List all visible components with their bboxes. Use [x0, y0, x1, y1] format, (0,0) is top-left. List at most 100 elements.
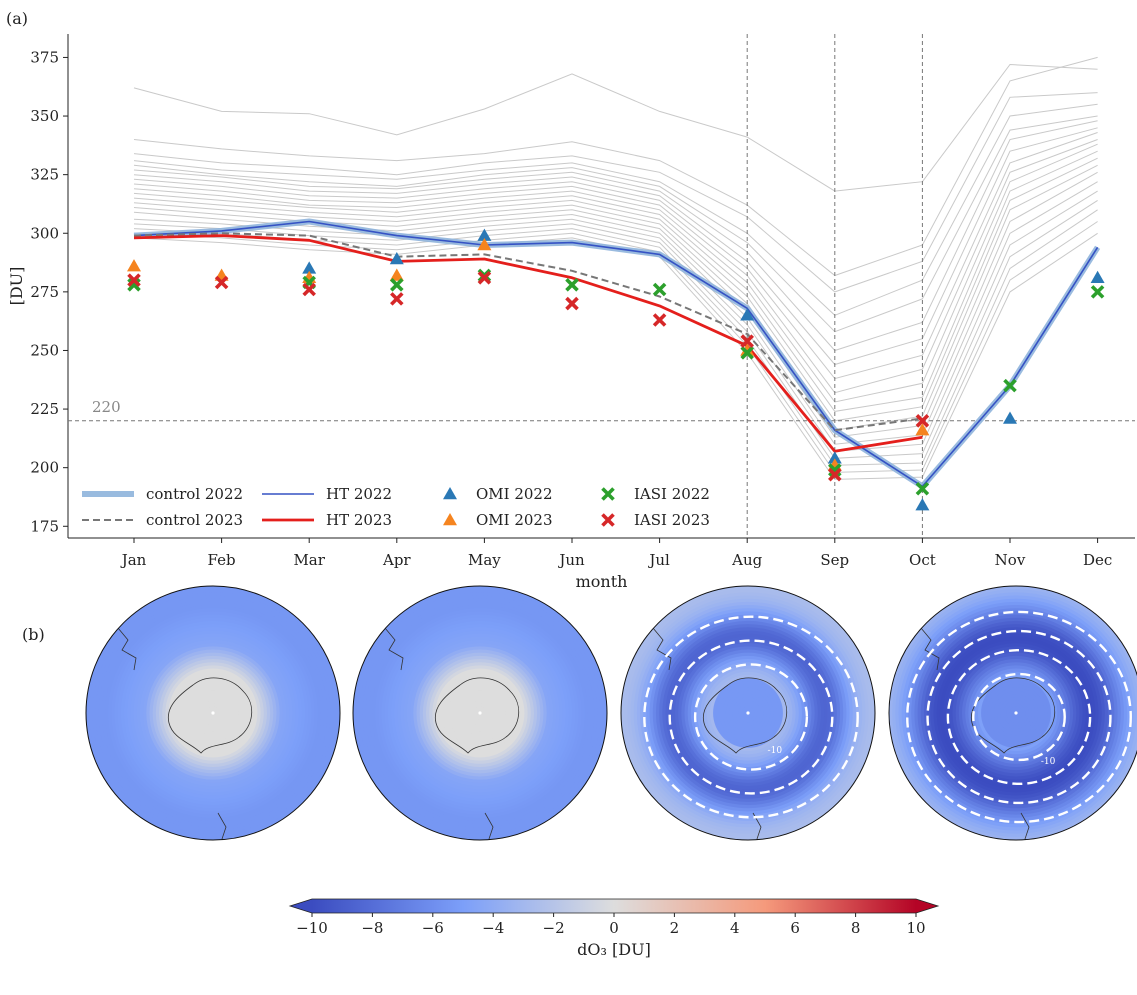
y-tick-label: 175	[30, 517, 59, 535]
ensemble-line	[133, 221, 1098, 473]
contour-line	[668, 639, 834, 795]
ensemble-line	[133, 171, 1098, 438]
marker-omi-2022	[740, 308, 755, 321]
marker-omi-2023	[477, 237, 492, 251]
x-tick-label: Nov	[995, 551, 1026, 569]
x-tick-label: Jun	[557, 551, 585, 569]
contour-label: -10	[768, 746, 783, 756]
marker-iasi-2023	[565, 296, 579, 311]
marker-iasi-2023	[828, 467, 842, 482]
line-chart: 175 200 225 250 275 300 325 350 375 Jan Feb Mar Apr M…	[7, 34, 1135, 591]
marker-iasi-2022	[915, 481, 930, 496]
marker-omi-2022	[477, 228, 492, 241]
marker-iasi-2022	[390, 278, 404, 292]
coastline	[217, 812, 233, 840]
continent-outline	[702, 677, 787, 754]
map-panels: 2022-082022-092023-08-102023-09-10	[85, 585, 1137, 841]
marker-iasi-2023	[390, 292, 404, 306]
colorbar-tick-label: −6	[422, 919, 444, 937]
marker-omi-2022	[827, 451, 842, 464]
marker-iasi-2022	[1003, 378, 1017, 393]
x-tick-label: Jul	[647, 551, 670, 569]
x-tick-label: Feb	[208, 551, 236, 569]
x-tick-label: May	[468, 551, 501, 569]
marker-iasi-2023	[127, 273, 141, 287]
y-tick-label: 200	[30, 459, 59, 477]
y-tick-label: 275	[30, 283, 59, 301]
colorbar-tick-label: 8	[851, 919, 861, 937]
colorbar: −10 −8 −6 −4 −2 0 2 4 6 8 10 dO₃ [DU]	[288, 898, 940, 959]
colorbar-tick-label: 4	[730, 919, 740, 937]
y-tick-label: 375	[30, 48, 59, 66]
colorbar-tick-label: −10	[296, 919, 328, 937]
map-field: -10	[889, 586, 1137, 840]
coastline	[652, 627, 672, 671]
coastline	[752, 812, 768, 840]
y-tick-label: 325	[30, 166, 59, 184]
pole-marker	[478, 711, 482, 715]
contour-line	[693, 663, 809, 771]
coastline	[1020, 812, 1036, 840]
ensemble-line	[133, 143, 1098, 403]
marker-iasi-2022	[565, 278, 579, 292]
ensemble-line	[133, 103, 1098, 316]
ensemble-line	[133, 63, 1098, 192]
ensemble-line	[133, 232, 1098, 480]
x-tick-label: Jan	[120, 551, 147, 569]
colorbar-extend-low	[290, 899, 312, 913]
marker-omi-2023	[389, 268, 404, 281]
colorbar-tick-label: −8	[361, 919, 383, 937]
ensemble-line	[133, 164, 1098, 431]
continent-outline	[434, 677, 519, 754]
colorbar-gradient	[312, 899, 916, 913]
y-tick-label: 225	[30, 400, 59, 418]
x-axis-label: month	[576, 572, 628, 591]
marker-iasi-2022	[652, 282, 667, 297]
legend-swatch	[443, 513, 457, 526]
marker-iasi-2022	[828, 463, 842, 477]
map-panel-2022-08: 2022-08	[85, 585, 341, 841]
coastline	[117, 627, 137, 671]
marker-iasi-2023	[915, 414, 930, 428]
panel-label-a: (a)	[6, 9, 28, 28]
contour-line	[643, 615, 859, 819]
map-field	[353, 586, 607, 840]
x-tick-label: Apr	[382, 551, 411, 569]
map-border	[352, 585, 608, 841]
map-field: -10	[621, 586, 875, 840]
ensemble-line	[133, 139, 1098, 394]
contour-line	[906, 610, 1132, 824]
coastline	[484, 812, 500, 840]
ensemble-line	[133, 120, 1098, 352]
pole-marker	[1014, 711, 1018, 715]
map-border	[85, 585, 341, 841]
marker-omi-2023	[740, 343, 755, 356]
marker-omi-2022	[1003, 411, 1017, 424]
x-tick-label: Mar	[293, 551, 325, 569]
contour-label: -10	[1041, 757, 1056, 767]
legend-label: OMI 2023	[476, 511, 553, 529]
legend-label: HT 2022	[326, 485, 392, 503]
legend-label: IASI 2023	[634, 511, 710, 529]
pole-marker	[746, 711, 750, 715]
map-panel-2023-08: 2023-08-10	[620, 585, 876, 841]
legend-label: HT 2023	[326, 511, 392, 529]
marker-omi-2023	[915, 423, 930, 436]
legend-label: control 2023	[146, 511, 243, 529]
ensemble-line	[133, 127, 1098, 366]
y-tick-label: 250	[30, 341, 59, 359]
ensemble-line	[133, 150, 1098, 412]
marker-iasi-2023	[652, 313, 667, 327]
contour-line	[946, 648, 1092, 786]
marker-iasi-2022	[740, 346, 754, 360]
map-border	[620, 585, 876, 841]
legend-swatch	[601, 487, 615, 501]
marker-iasi-2023	[740, 334, 754, 348]
marker-iasi-2023	[302, 282, 316, 297]
marker-omi-2022	[1090, 270, 1105, 284]
ensemble-line	[133, 132, 1098, 380]
x-tick-label: Aug	[731, 551, 762, 569]
series-line-ht-2023	[133, 234, 923, 453]
series-line-control-2023	[133, 232, 923, 432]
marker-omi-2022	[302, 261, 317, 274]
